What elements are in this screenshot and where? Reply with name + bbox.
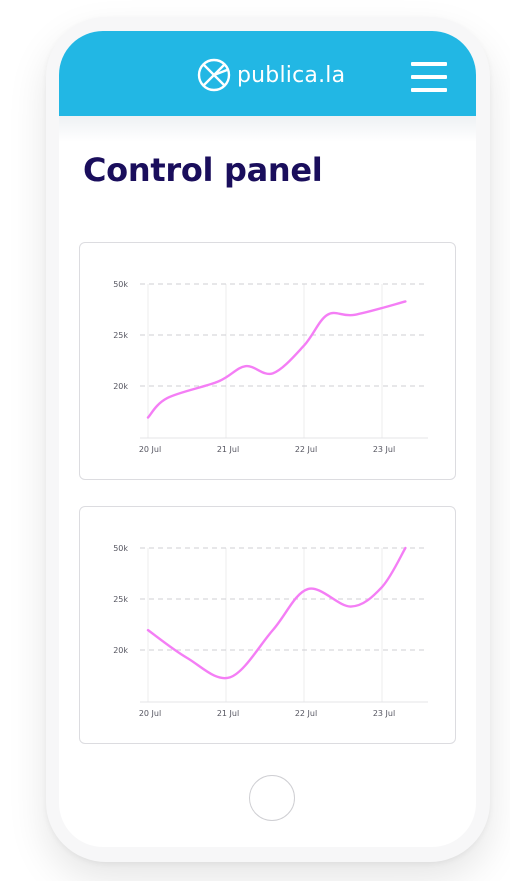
chart-card-2: 50k 25k 20k 20 Jul 21 Jul 22 Jul 23 Jul — [79, 506, 456, 744]
x-tick-label: 23 Jul — [373, 709, 395, 718]
x-tick-label: 21 Jul — [217, 709, 239, 718]
x-tick-label: 23 Jul — [373, 445, 395, 454]
menu-bar — [411, 88, 447, 92]
y-tick-label: 20k — [113, 646, 128, 655]
x-tick-label: 22 Jul — [295, 445, 317, 454]
series-line — [146, 300, 407, 419]
hamburger-menu-icon[interactable] — [411, 60, 447, 94]
x-tick-label: 21 Jul — [217, 445, 239, 454]
publica-logo-icon — [197, 58, 231, 92]
chart-card-1: 50k 25k 20k 20 Jul 21 Jul 22 Jul 23 Jul — [79, 242, 456, 480]
menu-bar — [411, 62, 447, 66]
y-tick-label: 20k — [113, 382, 128, 391]
phone-screen: publica.la Control panel 50k 25k 20k 20 Jul… — [59, 31, 476, 847]
menu-bar — [411, 75, 447, 79]
app-header: publica.la — [59, 31, 476, 116]
header-shadow — [59, 116, 476, 142]
x-tick-label: 20 Jul — [139, 709, 161, 718]
brand-name: publica.la — [237, 62, 346, 88]
y-tick-label: 50k — [113, 280, 128, 289]
line-chart-2: 50k 25k 20k 20 Jul 21 Jul 22 Jul 23 Jul — [113, 544, 428, 718]
y-tick-label: 25k — [113, 331, 128, 340]
y-tick-label: 25k — [113, 595, 128, 604]
home-button-icon[interactable] — [249, 775, 295, 821]
brand-logo[interactable]: publica.la — [197, 57, 345, 93]
y-tick-label: 50k — [113, 544, 128, 553]
x-tick-label: 20 Jul — [139, 445, 161, 454]
x-tick-label: 22 Jul — [295, 709, 317, 718]
line-chart-1: 50k 25k 20k 20 Jul 21 Jul 22 Jul 23 Jul — [113, 280, 428, 454]
page-title: Control panel — [83, 151, 323, 189]
series-line — [146, 546, 407, 680]
